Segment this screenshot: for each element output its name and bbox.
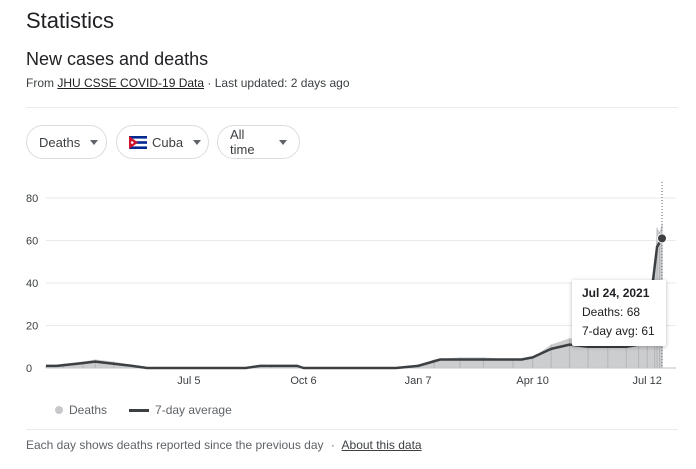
x-tick-label: Jul 12 <box>633 375 662 387</box>
header-divider <box>26 107 678 108</box>
chevron-down-icon <box>90 139 99 145</box>
tooltip-average: 7-day avg: 61 <box>582 324 655 338</box>
source-line: From JHU CSSE COVID-19 Data · Last updat… <box>26 76 350 90</box>
footer-text: Each day shows deaths reported since the… <box>26 438 324 452</box>
legend-average-label: 7-day average <box>155 403 232 417</box>
y-tick-label: 0 <box>26 363 32 375</box>
legend-deaths-label: Deaths <box>69 403 108 417</box>
hover-marker <box>657 182 667 368</box>
source-prefix: From <box>26 76 54 90</box>
page-title: Statistics <box>26 8 115 33</box>
x-tick-label: Oct 6 <box>290 375 316 387</box>
footer-divider <box>26 429 678 430</box>
y-tick-label: 60 <box>26 236 38 248</box>
deaths-legend-dot <box>55 406 63 414</box>
y-axis-ticks: 0 20 40 60 80 <box>26 193 38 375</box>
cuba-flag-icon <box>129 135 147 149</box>
metric-dropdown[interactable]: Deaths <box>26 125 107 159</box>
chart-tooltip: Jul 24, 2021 Deaths: 68 7-day avg: 61 <box>572 280 666 346</box>
tooltip-deaths: Deaths: 68 <box>582 305 641 319</box>
average-legend-line <box>129 408 150 412</box>
deaths-bars <box>45 223 663 368</box>
average-line <box>46 237 664 370</box>
y-tick-label: 40 <box>26 278 38 290</box>
last-updated: · Last updated: 2 days ago <box>207 76 350 90</box>
source-link[interactable]: JHU CSSE COVID-19 Data <box>57 76 205 90</box>
x-tick-label: Apr 10 <box>516 375 548 387</box>
tooltip-date: Jul 24, 2021 <box>582 286 650 300</box>
footer-note: Each day shows deaths reported since the… <box>26 438 422 452</box>
location-dropdown-label: Cuba <box>152 134 184 150</box>
section-title: New cases and deaths <box>26 49 209 69</box>
metric-dropdown-label: Deaths <box>39 134 81 150</box>
x-tick-label: Jan 7 <box>405 375 432 387</box>
chevron-down-icon <box>279 139 287 145</box>
x-axis-ticks: Jul 5 Oct 6 Jan 7 Apr 10 Jul 12 <box>177 375 662 387</box>
y-tick-label: 80 <box>26 193 38 205</box>
deaths-area <box>46 223 662 368</box>
chart-legend: Deaths 7-day average <box>55 403 232 417</box>
range-dropdown-label: All time <box>230 127 255 157</box>
x-tick-label: Jul 5 <box>177 375 200 387</box>
location-dropdown[interactable]: Cuba <box>116 125 209 159</box>
chevron-down-icon <box>193 139 202 145</box>
hover-point <box>657 233 667 244</box>
range-dropdown[interactable]: All time <box>217 125 300 159</box>
seven-day-average-line <box>46 237 664 370</box>
about-data-link[interactable]: About this data <box>341 438 422 452</box>
y-tick-label: 20 <box>26 321 38 333</box>
footer-separator: · <box>330 438 335 452</box>
